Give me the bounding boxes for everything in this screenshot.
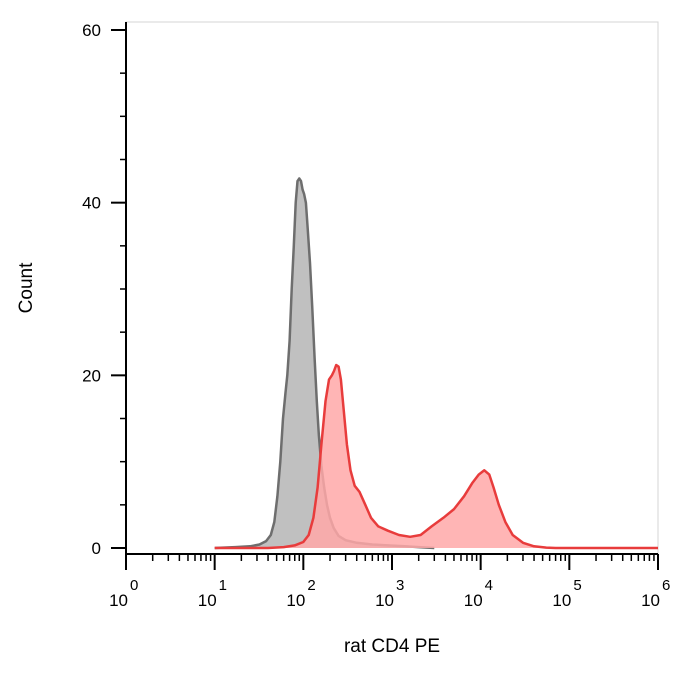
x-axis-title: rat CD4 PE	[344, 636, 440, 657]
x-tick-label-exponent: 4	[485, 577, 493, 594]
y-axis-title: Count	[16, 262, 37, 313]
x-tick-label-exponent: 0	[130, 577, 138, 594]
x-tick-label-base: 10	[641, 591, 660, 610]
x-tick-label-base: 10	[464, 591, 483, 610]
plot-area	[125, 21, 659, 555]
series-2-line	[214, 363, 658, 550]
y-tick-label: 40	[82, 194, 101, 213]
x-tick-label-exponent: 3	[396, 577, 404, 594]
x-tick-label-exponent: 2	[307, 577, 315, 594]
x-tick-label-exponent: 6	[662, 577, 670, 594]
x-tick-label-exponent: 5	[573, 577, 581, 594]
series-layer	[214, 177, 658, 550]
x-tick-label-base: 10	[375, 591, 394, 610]
x-tick-label-base: 10	[286, 591, 305, 610]
x-tick-label-exponent: 1	[219, 577, 227, 594]
y-tick-label: 0	[92, 539, 101, 558]
y-tick-label: 60	[82, 21, 101, 40]
y-tick-label: 20	[82, 366, 101, 385]
x-tick-label-base: 10	[198, 591, 217, 610]
x-tick-label-base: 10	[552, 591, 571, 610]
x-tick-label-base: 10	[109, 591, 128, 610]
